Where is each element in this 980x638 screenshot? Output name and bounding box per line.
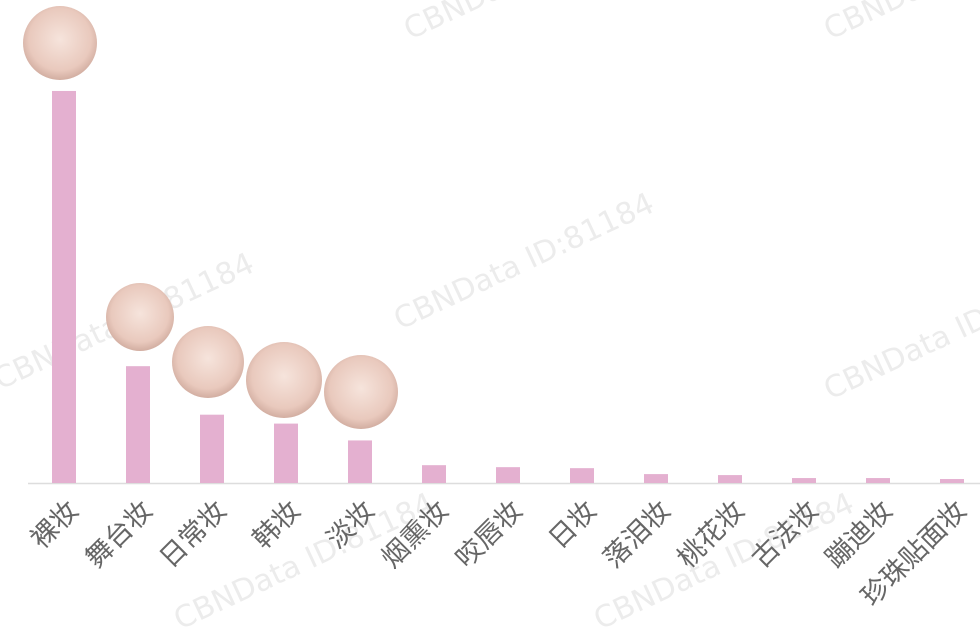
x-tick-label: 咬唇妆	[450, 495, 529, 574]
bar	[866, 478, 890, 483]
bar	[126, 366, 150, 483]
bar	[940, 479, 964, 483]
avatar	[23, 6, 97, 80]
x-tick-label: 日常妆	[154, 495, 233, 574]
chart: CBNData ID:81184 CBNData ID:81184 CBNData …	[0, 0, 980, 638]
avatar-layer	[23, 6, 398, 429]
x-tick-label: 日妆	[543, 495, 603, 555]
watermark: CBNData ID:81184	[819, 0, 980, 47]
x-tick-label: 舞台妆	[80, 495, 159, 574]
watermark: CBNData ID:81184	[819, 256, 980, 407]
avatar	[106, 283, 174, 351]
x-tick-label: 落泪妆	[598, 495, 677, 574]
bar	[348, 440, 372, 483]
avatar	[324, 355, 398, 429]
watermark: CBNData ID:81184	[389, 186, 660, 337]
bar	[718, 475, 742, 483]
bar	[644, 474, 668, 483]
avatar	[246, 342, 322, 418]
bar	[496, 467, 520, 483]
bar	[792, 478, 816, 483]
bar	[422, 465, 446, 483]
bar	[200, 415, 224, 483]
bar	[52, 91, 76, 483]
x-tick-label: 裸妆	[25, 495, 85, 555]
watermark: CBNData ID:81184	[399, 0, 670, 47]
bar	[274, 424, 298, 483]
avatar	[172, 326, 244, 398]
bar	[570, 468, 594, 483]
